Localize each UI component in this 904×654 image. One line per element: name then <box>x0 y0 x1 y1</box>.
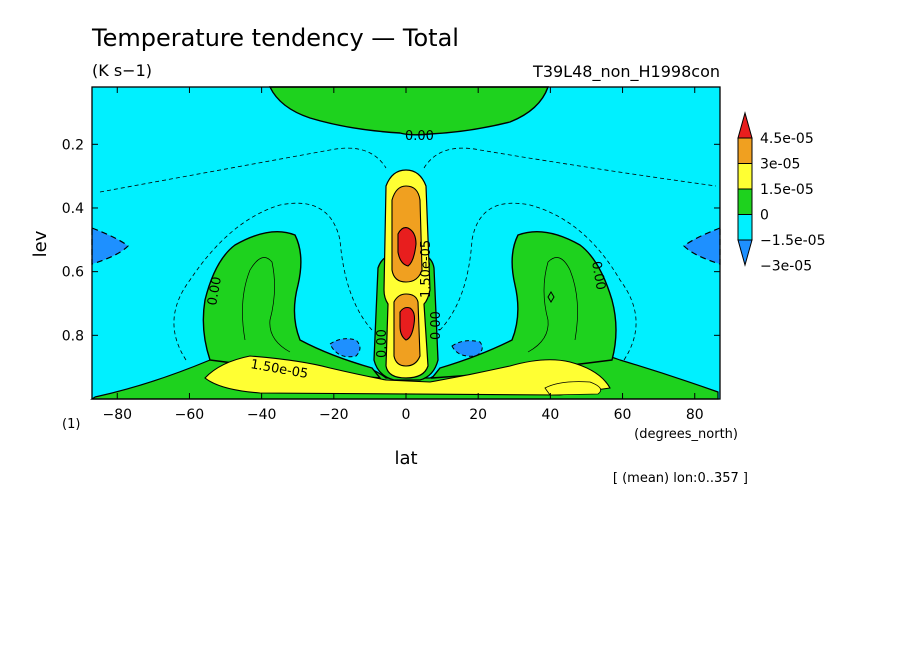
equatorial-red-upper <box>397 227 417 267</box>
chart-units: (K s−1) <box>92 61 152 80</box>
equatorial-red-lower <box>399 306 416 341</box>
northern-midlat-positive <box>430 230 617 379</box>
low-level-yellow-blob-right <box>544 381 602 396</box>
contour-label-0-top: 0.00 <box>405 129 434 144</box>
colorbar-label: 4.5e-05 <box>760 131 814 147</box>
colorbar-label: −1.5e-05 <box>760 233 825 249</box>
y-axis: 0.2 0.4 0.6 0.8 <box>62 137 720 344</box>
contour-negative-2 <box>173 202 373 361</box>
plot-area: 0.00 0.00 0.00 0.00 0.00 1.50e-05 1.50e-… <box>90 86 721 400</box>
x-tick-label: −60 <box>175 407 205 423</box>
x-tick-label: −20 <box>319 407 349 423</box>
southern-midlat-inner <box>242 257 291 353</box>
contour-label-1p5-eq: 1.50e-05 <box>419 240 434 298</box>
x-tick-label: 20 <box>469 407 487 423</box>
colorbar-swatch <box>737 137 753 164</box>
contour-negative-1 <box>99 147 717 193</box>
colorbar-label: 1.5e-05 <box>760 182 814 198</box>
x-axis-title: lat <box>394 448 417 469</box>
x-tick-label: 80 <box>686 407 704 423</box>
dataset-label: T39L48_non_H1998con <box>532 62 720 82</box>
low-level-yellow-band <box>204 355 611 396</box>
contour-label-0-right: 0.00 <box>588 260 608 291</box>
colorbar-arrow-top <box>737 111 753 139</box>
y-tick-label: 0.4 <box>62 201 84 217</box>
contour-negative-3 <box>439 202 637 361</box>
northern-midlat-diamond <box>547 291 555 303</box>
colorbar-label: 0 <box>760 208 769 224</box>
y-tick-label: 0.8 <box>62 328 84 344</box>
colorbar-arrow-bottom <box>737 239 753 267</box>
x-tick-label: −40 <box>247 407 277 423</box>
colorbar-swatch <box>737 188 753 215</box>
contour-label-0-eq-left: 0.00 <box>375 329 390 358</box>
contour-label-0-eq-right: 0.00 <box>429 311 444 340</box>
colorbar: 4.5e-05 3e-05 1.5e-05 0 −1.5e-05 −3e-05 <box>737 111 825 275</box>
y-axis-title: lev <box>30 230 51 257</box>
footnote: [ (mean) lon:0..357 ] <box>613 471 748 486</box>
negative-patch-right <box>451 340 483 357</box>
polar-negative-nh <box>683 227 721 265</box>
y-axis-units: (1) <box>62 417 80 432</box>
colorbar-label: 3e-05 <box>760 157 800 173</box>
x-tick-label: 0 <box>402 407 411 423</box>
x-tick-label: 40 <box>541 407 559 423</box>
x-tick-label: 60 <box>614 407 632 423</box>
y-tick-label: 0.6 <box>62 265 84 281</box>
polar-negative-sh <box>91 227 129 265</box>
x-tick-label: −80 <box>102 407 132 423</box>
northern-midlat-inner <box>527 257 578 353</box>
colorbar-label: −3e-05 <box>760 259 812 275</box>
colorbar-swatch <box>737 163 753 190</box>
x-axis-units: (degrees_north) <box>634 427 738 442</box>
x-axis: −80 −60 −40 −20 0 20 40 60 80 <box>102 87 704 423</box>
negative-patch-left <box>329 338 361 358</box>
upper-positive-region <box>268 86 549 136</box>
colorbar-swatch <box>737 214 753 241</box>
contour-label-0-left: 0.00 <box>205 276 225 307</box>
chart-title: Temperature tendency — Total <box>91 24 459 52</box>
y-tick-label: 0.2 <box>62 137 84 153</box>
